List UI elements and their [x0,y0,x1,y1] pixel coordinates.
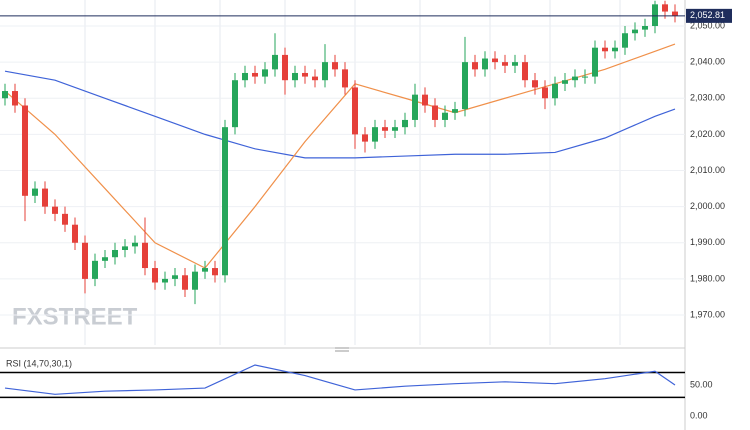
y-tick-label: 1,970.00 [690,309,725,319]
candle-body [482,58,488,70]
candle-body [492,58,498,63]
candle-body [82,242,88,279]
candle-body [222,127,228,276]
candle-body [312,76,318,81]
candle-body [522,62,528,81]
candle-body [442,112,448,120]
candle-body [272,54,278,70]
last-price-label: 2,052.81 [690,10,725,20]
candle-body [52,206,58,214]
candle-body [42,188,48,207]
y-tick-label: 2,040.00 [690,57,725,67]
candle-body [232,80,238,128]
candle-body [292,72,298,81]
rsi-title: RSI (14,70,30,1) [6,358,72,368]
candle-body [582,76,588,78]
candle-body [602,47,608,52]
candle-body [472,62,478,70]
candle-body [302,72,308,77]
candle-body [642,26,648,30]
candle-body [402,119,408,128]
y-tick-label: 1,990.00 [690,237,725,247]
candle-body [662,4,668,12]
candle-body [552,83,558,99]
candle-body [142,242,148,269]
candle-body [632,29,638,34]
candle-body [262,69,268,77]
candle-body [452,109,458,113]
candle-body [652,4,658,27]
candle-body [322,62,328,81]
candle-body [352,87,358,135]
candle-body [62,213,68,225]
candle-body [532,80,538,88]
candle-body [212,268,218,276]
y-tick-label: 2,020.00 [690,129,725,139]
candle-body [592,47,598,77]
candle-body [92,260,98,279]
candle-body [462,62,468,110]
candle-body [22,105,28,196]
candle-body [572,76,578,81]
candle-body [12,91,18,106]
candle-body [72,224,78,243]
y-tick-label: 2,000.00 [690,201,725,211]
candle-body [432,105,438,120]
y-tick-label: 2,010.00 [690,165,725,175]
y-tick-label: 1,980.00 [690,273,725,283]
candle-body [512,62,518,66]
candle-body [362,134,368,142]
candle-body [422,94,428,106]
indicator-line [4,364,676,395]
candle-body [192,271,198,290]
y-tick-label: 0.00 [690,411,708,421]
candle-body [122,246,128,250]
candle-body [542,87,548,99]
y-tick-label: 2,050.00 [690,20,725,30]
candle-body [502,62,508,66]
candle-body [242,72,248,81]
candle-body [172,275,178,279]
candle-body [182,275,188,290]
candle-body [562,80,568,84]
y-tick-label: 2,030.00 [690,93,725,103]
y-tick-label: 50.00 [690,379,713,389]
candle-body [672,11,678,16]
watermark: FXSTREET [12,303,138,330]
candle-body [202,268,208,272]
candle-body [2,91,8,99]
candle-body [252,72,258,77]
candle-body [32,188,38,196]
last-price-box [686,8,732,23]
indicator-line [4,70,676,159]
candle-body [332,62,338,70]
splitter-handle[interactable] [335,347,349,352]
candle-body [612,47,618,52]
candle-body [102,257,108,261]
candle-body [392,127,398,131]
candle-body [342,69,348,88]
candle-body [282,54,288,81]
candle-body [382,127,388,131]
candle-body [112,249,118,258]
candle-body [152,268,158,283]
candle-body [162,278,168,283]
candle-body [372,127,378,142]
candle-body [412,94,418,120]
candle-body [622,33,628,48]
candle-body [132,242,138,247]
